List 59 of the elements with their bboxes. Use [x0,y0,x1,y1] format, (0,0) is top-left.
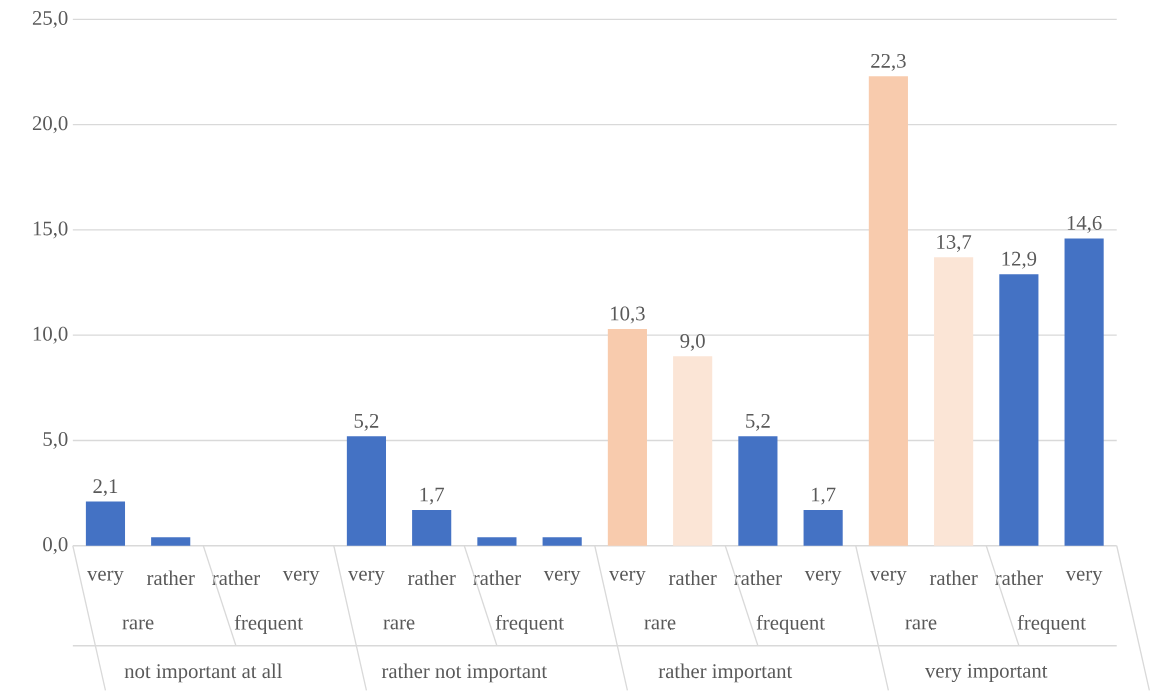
text: very important [924,663,1048,683]
bar [868,76,908,546]
x-tick-label: rather [995,570,1043,586]
y-tick-label: 20,0 [32,116,68,134]
text: rather not important [381,663,548,683]
bar [607,328,647,546]
text: rather important [658,663,793,683]
bar [1064,238,1104,546]
bar [542,537,582,546]
data-label: 5,2 [746,413,770,431]
text: frequent [1017,614,1086,634]
data-label: 5,2 [354,413,379,431]
x-tick-label: very [869,570,907,585]
text: frequent [234,614,303,634]
data-label: 14,6 [1067,216,1102,233]
x-tick-label: very [543,570,581,585]
x-tick-label: rather [146,570,195,586]
y-tick-label: 25,0 [32,10,68,28]
x-tick-label: very [87,570,124,585]
bar [803,509,843,546]
data-label: 13,7 [937,234,972,252]
text: frequent [495,614,564,634]
bar [999,274,1039,546]
x-tick-label: rather [929,570,978,586]
text: rare [905,619,937,630]
x-tick-label: very [1065,570,1103,585]
y-tick-label: 10,0 [33,326,68,344]
bar [85,501,126,546]
bar [738,436,778,546]
data-label: 1,7 [420,487,445,505]
data-label: 9,0 [680,333,705,351]
y-tick-label: 0,0 [43,537,68,555]
bar [346,436,387,546]
data-label: 1,7 [812,487,836,505]
bar [477,537,517,546]
x-tick-label: very [804,570,842,585]
x-tick-label: rather [473,570,521,586]
data-label: 2,1 [93,479,118,497]
bar [934,257,974,546]
x-tick-label: very [282,570,320,585]
text: rare [383,619,415,630]
x-tick-label: very [609,570,646,585]
text: rare [644,619,676,630]
data-label: 22,3 [871,53,906,71]
bar [412,509,452,546]
data-label: 12,9 [1002,251,1037,269]
text: not important at all [124,663,283,683]
x-tick-label: rather [734,570,782,586]
x-tick-label: rather [407,570,456,586]
bar [151,537,191,546]
y-tick-label: 15,0 [33,221,68,239]
text: frequent [756,614,825,634]
bar [673,356,713,546]
x-tick-label: very [348,570,385,585]
x-tick-label: rather [212,570,260,586]
data-label: 10,3 [611,306,645,324]
text: rare [122,619,154,630]
x-tick-label: rather [668,570,717,586]
y-tick-label: 5,0 [43,431,68,449]
